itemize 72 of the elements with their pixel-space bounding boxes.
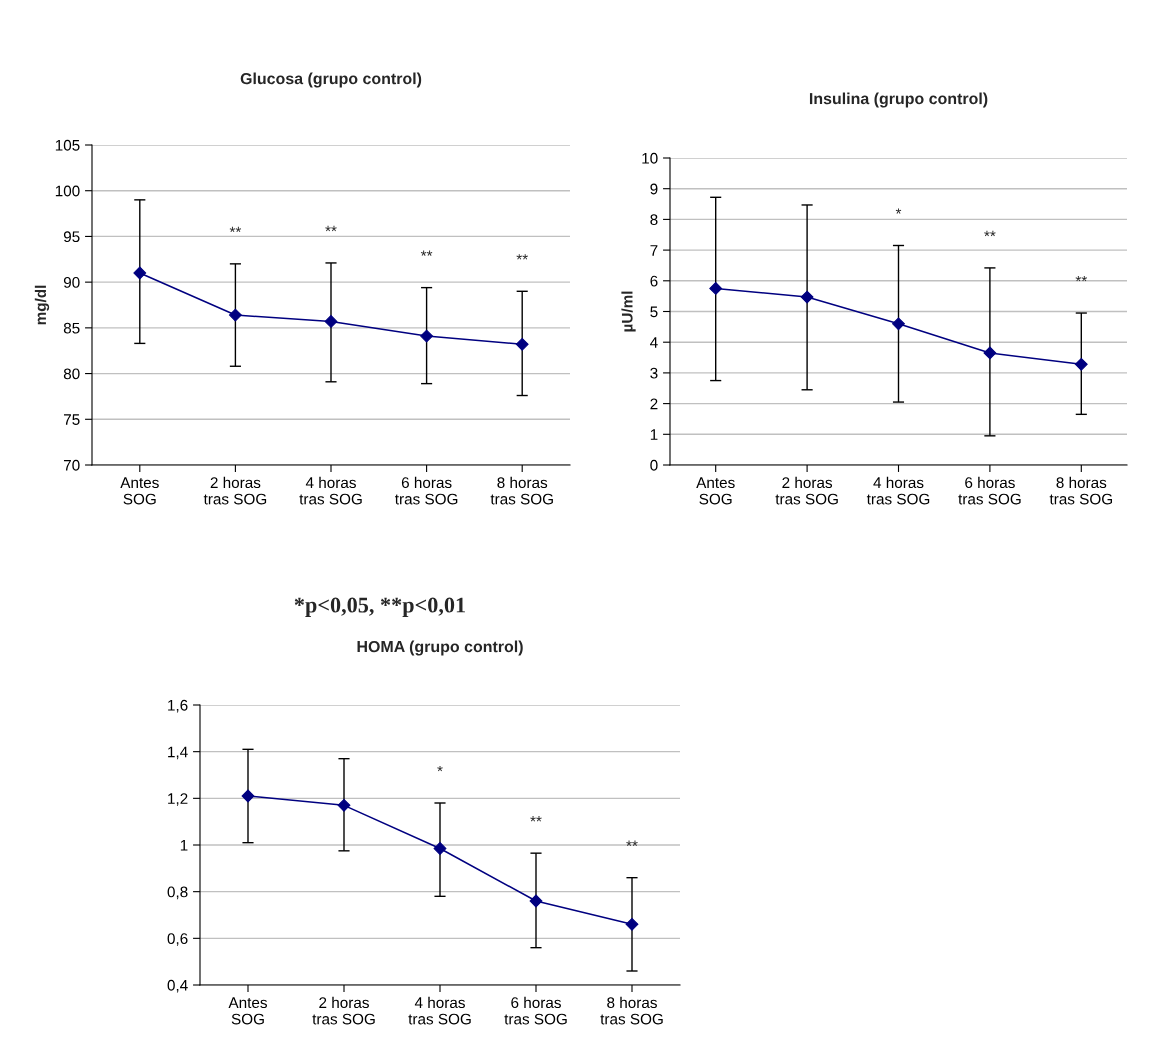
annotation: ** bbox=[516, 254, 528, 260]
y-tick-label: 100 bbox=[55, 185, 80, 197]
y-tick-label: 70 bbox=[63, 459, 80, 471]
point bbox=[515, 337, 529, 351]
y-tick-label: 0,6 bbox=[167, 933, 188, 946]
y-tick-label: 0,4 bbox=[167, 979, 188, 993]
y-tick-label: 85 bbox=[63, 322, 80, 334]
annotation: ** bbox=[229, 226, 242, 233]
y-tick-label: 6 bbox=[650, 275, 658, 287]
y-tick-label: 2 bbox=[650, 398, 658, 410]
point bbox=[892, 317, 905, 331]
y-tick-label: 7 bbox=[650, 245, 658, 256]
point bbox=[529, 894, 543, 908]
x-tick-label: 4 horas tras SOG bbox=[408, 996, 471, 1025]
point bbox=[324, 315, 338, 328]
x-tick-label: 2 horas tras SOG bbox=[775, 476, 838, 505]
x-tick-label: 8 horas tras SOG bbox=[600, 996, 663, 1025]
y-tick-label: 5 bbox=[650, 306, 658, 318]
x-tick-label: 4 horas tras SOG bbox=[866, 476, 930, 505]
y-tick-label: 0 bbox=[650, 459, 658, 471]
x-tick-label: 4 horas tras SOG bbox=[299, 476, 362, 505]
x-tick-label: Antes SOG bbox=[696, 477, 735, 505]
y-tick-label: 3 bbox=[650, 367, 658, 379]
y-tick-label: 0,8 bbox=[167, 886, 188, 900]
x-tick-label: 8 horas tras SOG bbox=[490, 476, 553, 505]
y-tick-label: 8 bbox=[650, 214, 658, 226]
point bbox=[420, 329, 434, 343]
x-tick-label: 6 horas tras SOG bbox=[504, 996, 567, 1025]
y-axis-title: mg/dl bbox=[34, 285, 50, 325]
x-tick-label: Antes SOG bbox=[228, 997, 267, 1025]
annotation: ** bbox=[1075, 275, 1088, 282]
x-tick-label: 6 horas tras SOG bbox=[958, 476, 1021, 505]
y-tick-label: 75 bbox=[63, 414, 80, 425]
text: *p<0,05, **p<0,01 bbox=[294, 597, 465, 618]
y-tick-label: 1 bbox=[650, 429, 658, 440]
y-tick-label: 1,6 bbox=[168, 699, 188, 713]
point bbox=[228, 308, 242, 322]
point bbox=[337, 798, 351, 812]
annotation: * bbox=[895, 208, 902, 214]
x-tick-label: 8 horas tras SOG bbox=[1049, 476, 1112, 505]
annotation: * bbox=[437, 765, 443, 772]
y-tick-label: 1,4 bbox=[168, 746, 188, 760]
y-tick-label: 90 bbox=[63, 277, 80, 288]
annotation: ** bbox=[626, 840, 638, 846]
annotation: ** bbox=[325, 225, 337, 232]
y-tick-label: 95 bbox=[63, 231, 80, 243]
y-tick-label: 10 bbox=[642, 152, 658, 164]
point bbox=[625, 917, 639, 931]
y-axis-title: µU/ml bbox=[621, 291, 636, 332]
x-tick-label: Antes SOG bbox=[120, 477, 159, 505]
x-tick-label: 2 horas tras SOG bbox=[312, 996, 375, 1025]
chart-title: HOMA (grupo control) bbox=[357, 640, 523, 656]
y-tick-label: 1,2 bbox=[168, 793, 188, 806]
point bbox=[133, 266, 147, 280]
point bbox=[241, 789, 255, 803]
point bbox=[433, 842, 447, 855]
point bbox=[983, 346, 997, 360]
chart-title: Insulina (grupo control) bbox=[809, 92, 988, 108]
y-tick-label: 105 bbox=[55, 139, 80, 151]
annotation: ** bbox=[420, 250, 433, 256]
point bbox=[1074, 357, 1088, 371]
y-tick-label: 4 bbox=[650, 337, 658, 348]
point bbox=[800, 290, 814, 304]
y-tick-label: 80 bbox=[63, 368, 80, 380]
point bbox=[709, 282, 723, 295]
x-tick-label: 6 horas tras SOG bbox=[395, 476, 458, 505]
x-tick-label: 2 horas tras SOG bbox=[203, 476, 267, 505]
y-tick-label: 9 bbox=[650, 183, 658, 195]
y-tick-label: 1 bbox=[180, 840, 188, 851]
annotation: ** bbox=[984, 230, 996, 237]
chart-title: Glucosa (grupo control) bbox=[240, 72, 422, 88]
annotation: ** bbox=[530, 816, 542, 822]
